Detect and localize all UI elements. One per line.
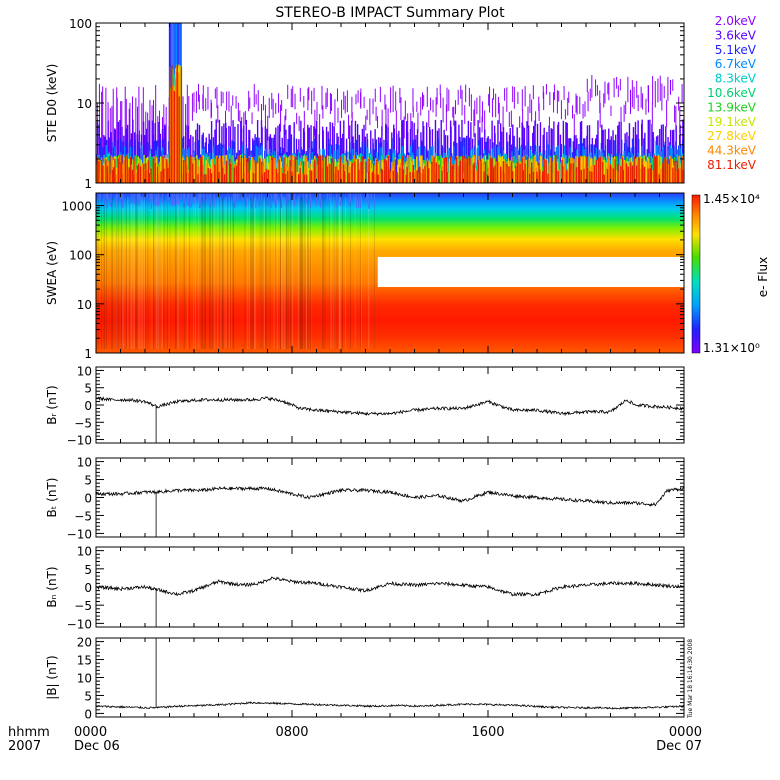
ste-channels	[96, 23, 684, 183]
y-tick-label: 100	[69, 17, 92, 31]
bt-x-ticks	[95, 458, 685, 537]
y-tick-label: 15	[77, 654, 92, 668]
y-tick-label: 5	[84, 382, 92, 396]
y-tick-label: 0	[84, 492, 92, 506]
bmag-x-ticks	[95, 638, 685, 717]
year-label: 2007	[8, 739, 41, 754]
y-tick-label: 0	[84, 707, 92, 721]
y-tick-label: 10	[77, 456, 92, 470]
br-x-ticks	[95, 367, 685, 443]
y-tick-label: 1	[84, 177, 92, 191]
bt-frame	[95, 457, 685, 538]
swea-data-gap	[377, 256, 684, 288]
ste-y-ticks: 1 10 100	[69, 17, 684, 191]
bn-frame	[95, 546, 685, 628]
y-tick-label: 10	[77, 298, 92, 312]
y-tick-label: 100	[69, 249, 92, 263]
legend-entry: 2.0keV	[715, 14, 757, 28]
br-y-label: Bᵣ (nT)	[45, 385, 59, 424]
legend-entry: 19.1keV	[707, 115, 757, 129]
bt-y-label: Bₜ (nT)	[45, 478, 59, 518]
x-tick-label: 0800	[275, 725, 308, 740]
legend-entry: 6.7keV	[715, 57, 757, 71]
y-tick-label: 20	[77, 636, 92, 650]
timestamp-stamp: Tue Mar 18 16:14:30 2008	[687, 639, 694, 719]
y-tick-label: 5	[84, 563, 92, 577]
y-tick-label: −5	[74, 599, 92, 613]
x-tick-label: 0000	[74, 725, 107, 740]
legend-entry: 3.6keV	[715, 28, 757, 42]
legend-entry: 10.6keV	[707, 86, 757, 100]
y-tick-label: 10	[77, 672, 92, 686]
y-tick-label: 1000	[61, 200, 92, 214]
bmag-frame	[95, 637, 685, 718]
swea-top-band	[98, 193, 376, 209]
legend-entry: 8.3keV	[715, 72, 757, 86]
bt-y-ticks: −10 −5 0 5 10	[67, 456, 684, 541]
y-tick-label: 0	[84, 399, 92, 413]
colorbar: 1.45×10⁴ 1.31×10⁰ e- Flux	[691, 192, 770, 355]
y-tick-label: −10	[67, 527, 92, 541]
colorbar-min-label: 1.31×10⁰	[703, 341, 760, 355]
bn-y-label: Bₙ (nT)	[45, 566, 59, 607]
br-series-line	[96, 396, 684, 443]
y-tick-label: −5	[74, 509, 92, 523]
swea-y-label: SWEA (eV)	[45, 241, 59, 305]
swea-x-ticks	[95, 193, 685, 353]
bn-x-ticks	[95, 547, 685, 627]
legend-entry: 81.1keV	[707, 158, 757, 172]
bmag-y-label: |B| (nT)	[45, 655, 59, 699]
x-tick-label: 1600	[471, 725, 504, 740]
y-tick-label: 5	[84, 689, 92, 703]
y-tick-label: 0	[84, 581, 92, 595]
bmag-y-ticks: 0 5 10 15 20	[77, 636, 684, 721]
y-tick-label: 10	[77, 545, 92, 559]
bn-y-ticks: −10 −5 0 5 10	[67, 545, 684, 631]
ste-legend: 2.0keV3.6keV5.1keV6.7keV8.3keV10.6keV13.…	[707, 14, 757, 172]
time-axis-label: hhmm	[8, 725, 50, 740]
y-tick-label: 1	[84, 347, 92, 361]
legend-entry: 13.9keV	[707, 100, 757, 114]
y-tick-label: 5	[84, 474, 92, 488]
ste-y-label: STE D0 (keV)	[45, 64, 59, 143]
legend-entry: 27.8keV	[707, 129, 757, 143]
legend-entry: 5.1keV	[715, 43, 757, 57]
bt-series-line	[96, 485, 684, 537]
br-frame	[95, 366, 685, 444]
plot-title: STEREO-B IMPACT Summary Plot	[275, 5, 505, 21]
x-date-label: Dec 07	[656, 739, 702, 754]
colorbar-label: e- Flux	[756, 257, 770, 297]
bn-series-line	[96, 576, 684, 627]
bmag-series-line	[96, 638, 684, 710]
x-date-label: Dec 06	[74, 739, 120, 754]
legend-entry: 44.3keV	[707, 144, 757, 158]
colorbar-scale	[691, 194, 701, 354]
colorbar-max-label: 1.45×10⁴	[703, 192, 760, 206]
y-tick-label: −10	[67, 617, 92, 631]
swea-y-ticks: 1 10 100 1000	[61, 200, 684, 361]
swea-texture	[97, 197, 375, 349]
y-tick-label: −10	[67, 434, 92, 448]
x-tick-label: 0000	[669, 725, 702, 740]
y-tick-label: −5	[74, 416, 92, 430]
br-y-ticks: −10 −5 0 5 10	[67, 364, 684, 448]
y-tick-label: 10	[77, 97, 92, 111]
y-tick-label: 10	[77, 364, 92, 378]
